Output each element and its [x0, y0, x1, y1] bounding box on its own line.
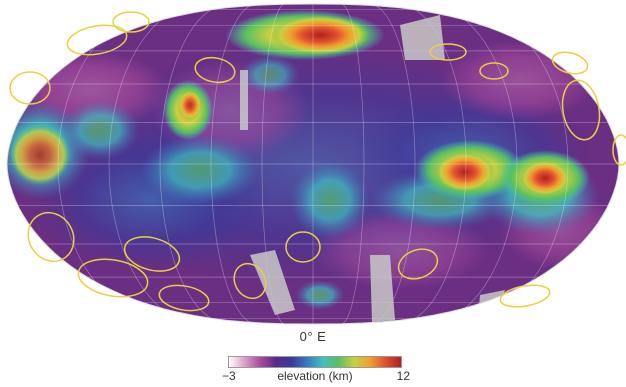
- meridian-line: [159, 4, 229, 324]
- terrain-region: [240, 55, 300, 95]
- feature-ellipse: [66, 24, 128, 56]
- terrain-region: [60, 100, 140, 160]
- feature-ellipse: [499, 284, 551, 308]
- feature-ellipse: [397, 248, 439, 280]
- feature-ellipse: [27, 211, 75, 263]
- elevation-colorbar: [228, 356, 402, 368]
- terrain-region: [270, 15, 370, 55]
- legend-title: elevation (km): [277, 369, 353, 383]
- legend-min-label: −3: [222, 369, 236, 383]
- data-gap: [250, 250, 295, 315]
- feature-ellipse: [429, 43, 467, 61]
- feature-ellipse: [158, 284, 210, 312]
- terrain-region: [435, 152, 495, 192]
- feature-ellipse: [77, 258, 149, 298]
- terrain-region: [140, 135, 260, 205]
- feature-ellipse: [9, 71, 51, 105]
- feature-ellipse: [112, 11, 150, 33]
- data-gap: [400, 15, 445, 60]
- venus-elevation-map: [6, 3, 626, 325]
- feature-ellipse: [233, 262, 267, 300]
- data-gap: [240, 70, 248, 130]
- feature-ellipse: [479, 62, 509, 80]
- map-canvas: [6, 3, 626, 325]
- terrain-region: [295, 280, 345, 310]
- feature-ellipse: [194, 56, 236, 84]
- feature-ellipses: [9, 11, 626, 312]
- feature-ellipse: [123, 236, 181, 272]
- terrain-region: [10, 125, 70, 185]
- feature-ellipse: [612, 134, 626, 166]
- feature-ellipse: [285, 231, 321, 263]
- central-meridian-label: 0° E: [299, 329, 327, 344]
- data-gap: [370, 255, 395, 322]
- meridian-line: [108, 4, 201, 324]
- terrain-region: [520, 160, 570, 196]
- meridian-line: [341, 4, 365, 324]
- elevation-legend: −3 elevation (km) 12: [220, 352, 410, 387]
- feature-ellipse: [551, 51, 589, 75]
- terrain-region: [290, 160, 370, 240]
- feature-ellipse: [561, 79, 601, 141]
- globe-outline: [6, 3, 620, 325]
- legend-max-label: 12: [396, 369, 410, 383]
- meridian-line: [210, 4, 257, 324]
- terrain-region: [178, 90, 202, 120]
- meridian-line: [425, 4, 518, 324]
- terrain-layer: [7, 4, 619, 324]
